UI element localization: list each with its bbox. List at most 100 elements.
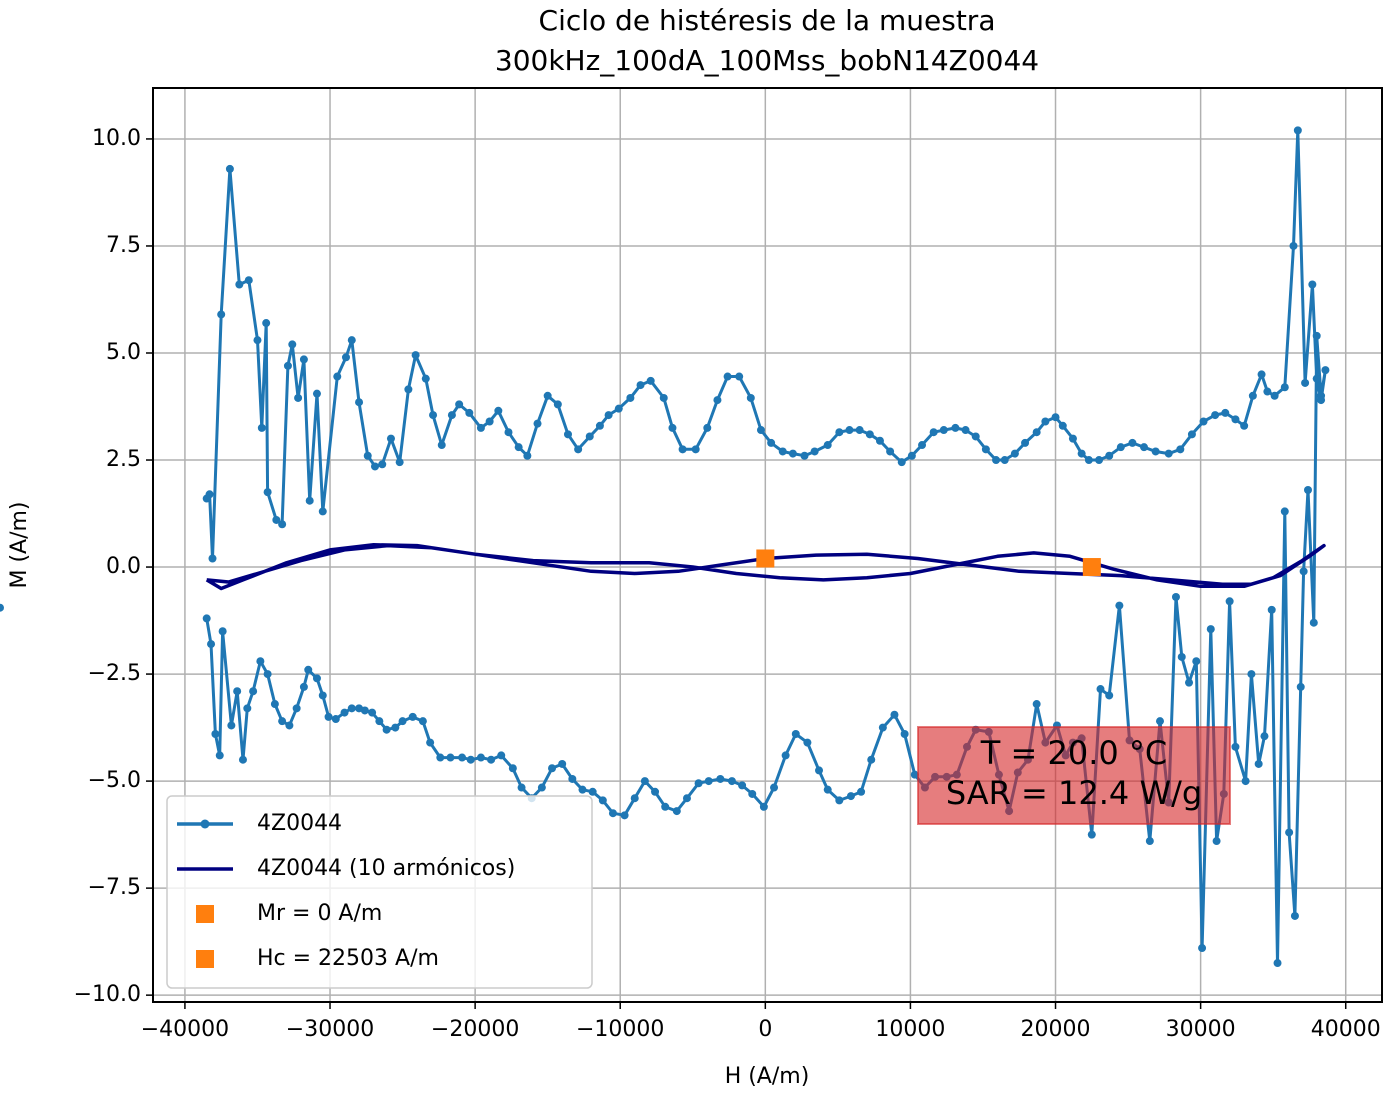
data-point	[347, 336, 356, 345]
x-tick-label: −40000	[141, 1017, 229, 1042]
data-point	[1280, 383, 1289, 392]
data-point	[875, 436, 884, 445]
data-point	[1198, 944, 1207, 953]
data-point	[574, 445, 583, 454]
data-point	[878, 723, 887, 732]
y-tick-label: −5.0	[88, 768, 141, 793]
data-point	[835, 796, 844, 805]
y-tick-label: 10.0	[92, 126, 141, 151]
data-point	[504, 428, 513, 437]
data-point	[1240, 421, 1249, 430]
annotation-box	[917, 726, 1231, 825]
data-point	[487, 755, 496, 764]
x-axis-label: H (A/m)	[725, 1064, 810, 1089]
data-point	[1128, 438, 1137, 447]
data-point	[1254, 759, 1263, 768]
data-point	[395, 458, 404, 467]
data-point	[225, 164, 234, 173]
data-point	[548, 764, 557, 773]
data-point	[1051, 413, 1060, 422]
data-point	[426, 738, 435, 747]
data-point	[1260, 732, 1269, 741]
data-point	[770, 783, 779, 792]
data-point	[1241, 777, 1250, 786]
data-point	[716, 774, 725, 783]
data-point	[1187, 430, 1196, 439]
data-point	[918, 441, 927, 450]
data-point	[1032, 700, 1041, 709]
annotation-text: T = 20.0 °C	[980, 734, 1167, 772]
data-point	[331, 715, 340, 724]
data-point	[865, 430, 874, 439]
data-point	[391, 723, 400, 732]
data-point	[1032, 428, 1041, 437]
data-point	[558, 759, 567, 768]
data-point	[285, 721, 294, 730]
legend-swatch	[196, 950, 214, 968]
data-point	[1077, 449, 1086, 458]
data-point	[691, 445, 700, 454]
data-point	[810, 447, 819, 456]
data-point	[727, 777, 736, 786]
data-point	[1192, 657, 1201, 666]
data-point	[1087, 830, 1096, 839]
legend-label: Hc = 22503 A/m	[257, 946, 439, 971]
x-tick-label: −30000	[286, 1017, 374, 1042]
data-point	[1312, 331, 1321, 340]
data-point	[981, 445, 990, 454]
data-point	[262, 319, 271, 328]
data-point	[1257, 370, 1266, 379]
data-point	[585, 432, 594, 441]
data-point	[857, 787, 866, 796]
x-tick-label: 30000	[1166, 1017, 1236, 1042]
y-tick-label: 0.0	[106, 554, 141, 579]
x-tick-label: 10000	[875, 1017, 945, 1042]
data-point	[455, 400, 464, 409]
data-point	[682, 794, 691, 803]
data-point	[1058, 421, 1067, 430]
data-point	[202, 614, 211, 623]
data-point	[1301, 378, 1310, 387]
data-point	[608, 809, 617, 818]
data-point	[713, 396, 722, 405]
data-point	[1115, 601, 1124, 610]
data-point	[1212, 837, 1221, 846]
data-point	[1317, 396, 1326, 405]
x-tick-label: −10000	[576, 1017, 664, 1042]
data-point	[0, 603, 4, 612]
data-point	[341, 353, 350, 362]
data-point	[604, 411, 613, 420]
data-point	[598, 796, 607, 805]
data-point	[1010, 449, 1019, 458]
data-point	[227, 721, 236, 730]
data-point	[961, 426, 970, 435]
data-point	[208, 554, 217, 563]
data-point	[382, 725, 391, 734]
data-point	[497, 751, 506, 760]
data-point	[815, 766, 824, 775]
data-point	[907, 451, 916, 460]
data-point	[661, 802, 670, 811]
data-point	[756, 426, 765, 435]
data-point	[283, 361, 292, 370]
data-point	[910, 770, 919, 779]
data-point	[1199, 417, 1208, 426]
data-point	[324, 712, 333, 721]
legend-label: 4Z0044 (10 armónicos)	[257, 856, 515, 881]
data-point	[823, 785, 832, 794]
data-point	[211, 730, 220, 739]
data-point	[235, 280, 244, 289]
data-point	[1116, 443, 1125, 452]
data-point	[1145, 837, 1154, 846]
data-point	[514, 443, 523, 452]
data-point	[1231, 415, 1240, 424]
data-point	[1247, 670, 1256, 679]
data-point	[845, 426, 854, 435]
data-point	[971, 432, 980, 441]
data-point	[340, 708, 349, 717]
data-point	[835, 428, 844, 437]
data-point	[951, 423, 960, 432]
data-point	[466, 755, 475, 764]
data-point	[1164, 449, 1173, 458]
data-point	[408, 712, 417, 721]
